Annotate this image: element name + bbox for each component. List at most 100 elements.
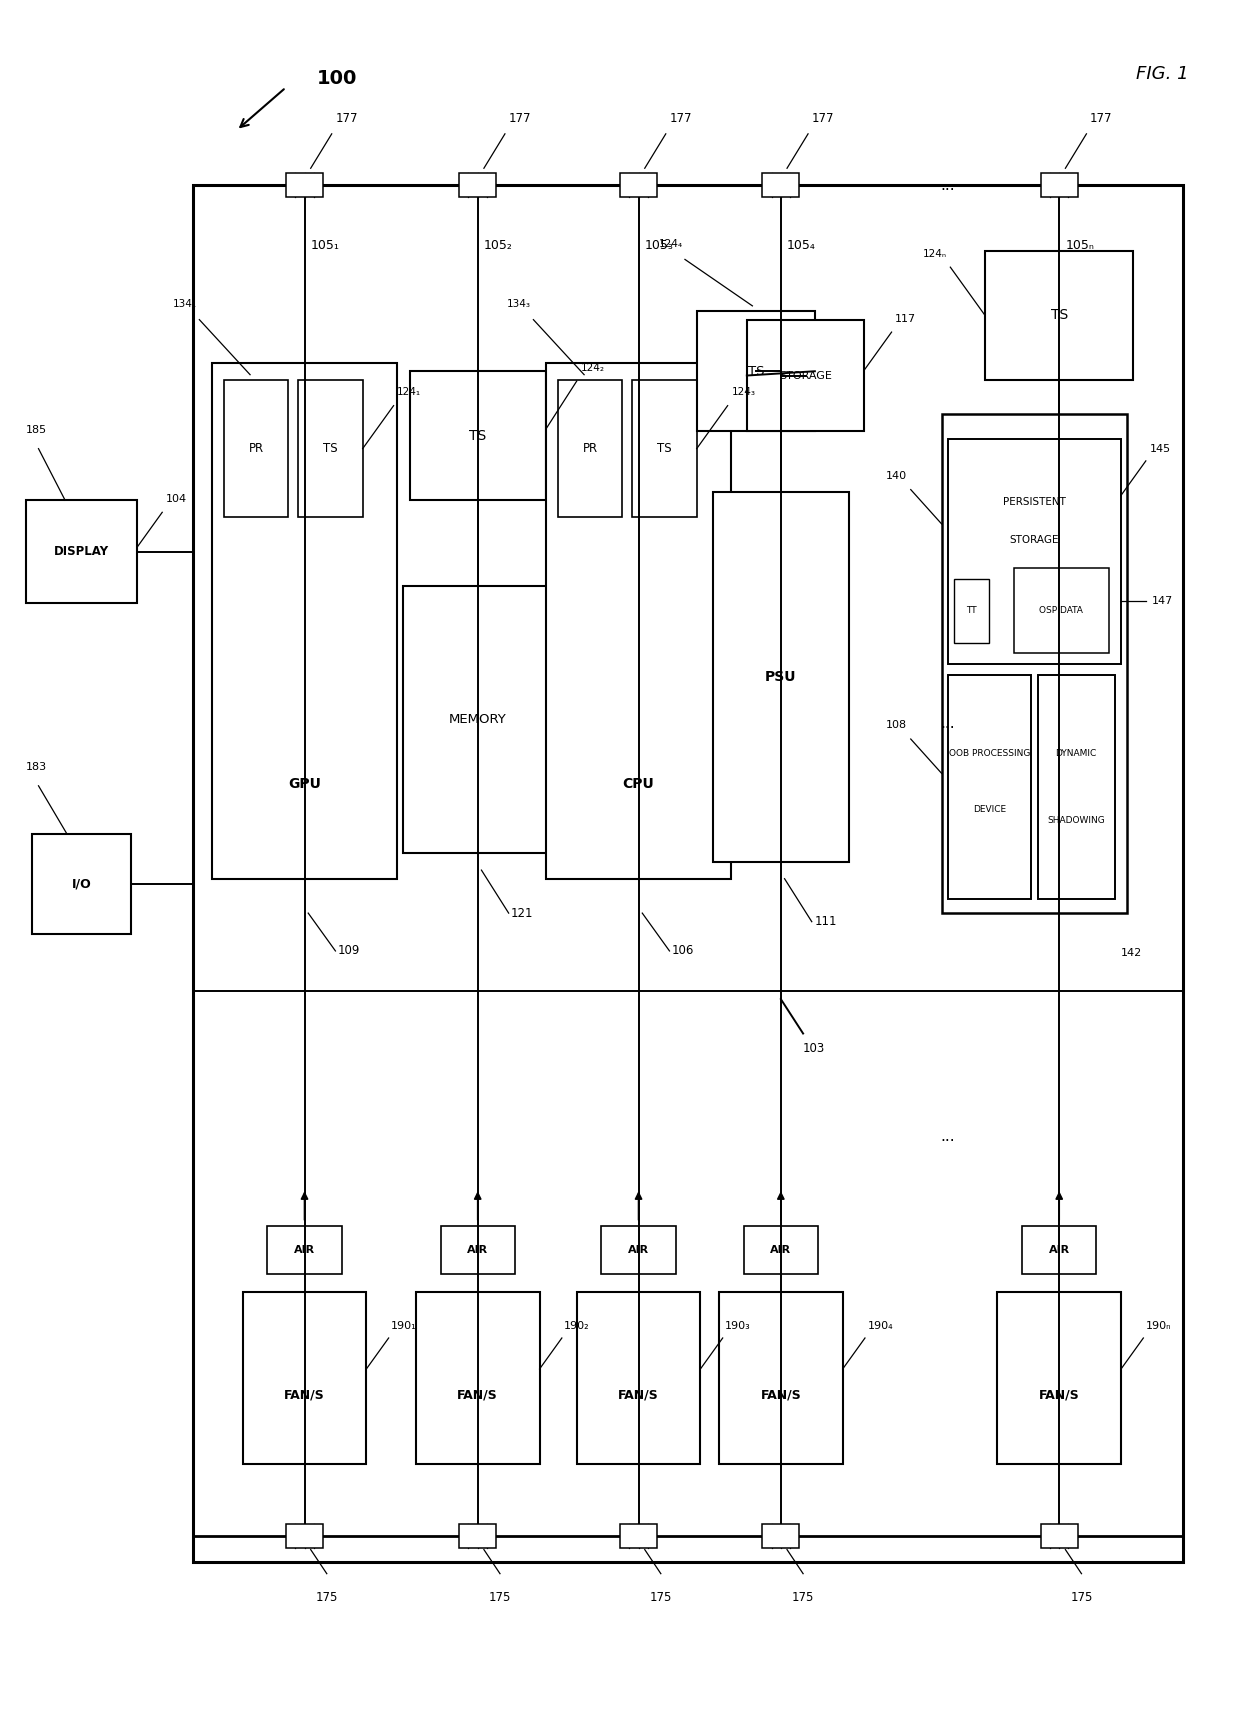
Text: PERSISTENT: PERSISTENT [1003,496,1066,507]
Bar [558,379,622,517]
Text: I/O: I/O [72,877,92,891]
Text: FAN/S: FAN/S [619,1389,658,1401]
Bar [268,1227,342,1275]
Text: 106: 106 [672,944,694,958]
Text: 124₁: 124₁ [397,388,422,396]
Text: TS: TS [657,443,672,455]
Bar [763,1523,800,1547]
Text: 175: 175 [792,1590,815,1604]
Bar [1040,1523,1078,1547]
Bar [1022,1227,1096,1275]
Text: 105₄: 105₄ [787,239,816,252]
Bar [1040,174,1078,198]
Text: 177: 177 [812,112,835,126]
Text: TS: TS [469,429,486,443]
Text: STORAGE: STORAGE [1009,536,1059,544]
Text: 124₃: 124₃ [732,388,755,396]
Text: 105ₙ: 105ₙ [1065,239,1094,252]
Bar [941,414,1127,913]
Bar [632,379,697,517]
Bar [719,1292,843,1463]
Bar [409,370,546,500]
Bar [947,675,1032,899]
Bar [403,586,552,853]
Text: 177: 177 [1090,112,1112,126]
Text: 124₂: 124₂ [580,362,604,372]
Text: 124₄: 124₄ [658,239,682,250]
Text: DISPLAY: DISPLAY [55,546,109,558]
Text: 190₄: 190₄ [868,1322,893,1332]
Text: OOB PROCESSING: OOB PROCESSING [949,750,1030,758]
Text: 105₃: 105₃ [645,239,673,252]
Text: TS: TS [324,443,337,455]
Text: 117: 117 [895,314,916,324]
Bar [193,186,1183,1561]
Bar [763,174,800,198]
Text: PSU: PSU [765,670,796,684]
Bar [746,320,864,431]
Text: MEMORY: MEMORY [449,713,507,725]
Text: FAN/S: FAN/S [760,1389,801,1401]
Text: 183: 183 [26,762,47,772]
Bar [1038,675,1115,899]
Text: TS: TS [748,365,764,377]
Text: 124ₙ: 124ₙ [923,248,946,258]
Text: FAN/S: FAN/S [1039,1389,1080,1401]
Bar [415,1292,539,1463]
Text: ...: ... [941,717,955,731]
Text: FIG. 1: FIG. 1 [1137,65,1189,83]
Text: ...: ... [941,1129,955,1144]
Text: 190₃: 190₃ [725,1322,751,1332]
Text: 104: 104 [166,495,187,503]
Text: 134₃: 134₃ [507,300,531,310]
Bar [546,362,732,879]
Text: DYNAMIC: DYNAMIC [1055,750,1097,758]
Bar [224,379,289,517]
Bar [459,174,496,198]
Text: TT: TT [966,606,977,615]
Bar [713,491,849,862]
Text: 109: 109 [339,944,361,958]
Text: PR: PR [583,443,598,455]
Bar [212,362,397,879]
Text: 177: 177 [670,112,692,126]
Text: 145: 145 [1149,445,1171,455]
Text: FAN/S: FAN/S [284,1389,325,1401]
Text: 190₂: 190₂ [564,1322,590,1332]
Bar [954,579,988,643]
Text: 175: 175 [650,1590,672,1604]
Text: PR: PR [249,443,264,455]
Text: FAN/S: FAN/S [458,1389,498,1401]
Bar [947,439,1121,663]
Bar [620,1523,657,1547]
Text: 142: 142 [1121,948,1142,958]
Bar [440,1227,515,1275]
Bar [26,500,138,603]
Text: 177: 177 [336,112,358,126]
Text: 175: 175 [489,1590,511,1604]
Text: 190ₙ: 190ₙ [1146,1322,1172,1332]
Text: 105₂: 105₂ [484,239,513,252]
Text: AIR: AIR [627,1246,649,1256]
Text: 111: 111 [815,915,837,929]
Text: GPU: GPU [288,777,321,791]
Text: 105₁: 105₁ [311,239,340,252]
Bar [997,1292,1121,1463]
Bar [601,1227,676,1275]
Bar [1013,569,1109,653]
Text: CPU: CPU [622,777,655,791]
Text: 121: 121 [511,906,533,920]
Text: AIR: AIR [770,1246,791,1256]
Text: DEVICE: DEVICE [973,805,1006,813]
Text: 147: 147 [1152,596,1173,606]
Bar [299,379,362,517]
Bar [286,1523,324,1547]
Bar [459,1523,496,1547]
Bar [243,1292,366,1463]
Text: STORAGE: STORAGE [779,370,832,381]
Text: 103: 103 [804,1042,826,1054]
Bar [32,834,131,934]
Bar [620,174,657,198]
Text: ...: ... [941,177,955,193]
Text: SHADOWING: SHADOWING [1048,817,1105,825]
